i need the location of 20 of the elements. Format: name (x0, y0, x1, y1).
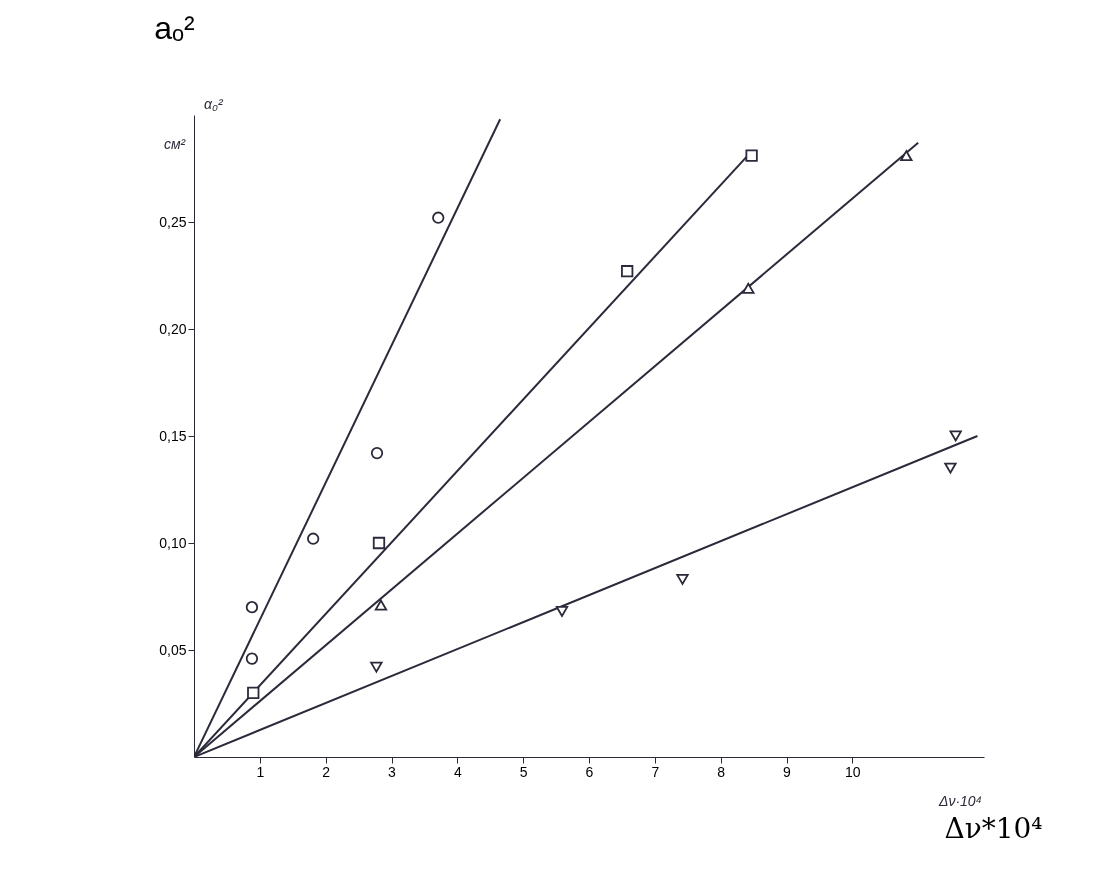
x-tick-label: 2 (322, 763, 331, 780)
x-tick-label: 9 (783, 763, 792, 780)
x-tick-label: 1 (256, 763, 265, 780)
x-tick-label: 3 (388, 763, 397, 780)
y-tick-label: 0,20 (159, 320, 187, 337)
text: α₀² (204, 96, 224, 112)
y-tick-label: 0,15 (159, 427, 187, 444)
text: Δν·10⁴ (938, 793, 982, 809)
x-tick-label: 6 (585, 763, 594, 780)
x-axis-title: Δν*10⁴ (944, 811, 1043, 845)
x-tick-label: 7 (651, 763, 660, 780)
y-axis-title: aₒ² (154, 9, 196, 46)
x-tick-label: 10 (845, 763, 861, 780)
x-tick-label: 4 (453, 763, 462, 780)
y-tick-label: 0,25 (159, 213, 187, 230)
y-tick-label: 0,10 (159, 534, 187, 551)
y-tick-label: 0,05 (159, 641, 187, 658)
x-tick-label: 5 (519, 763, 528, 780)
text: см² (164, 136, 187, 152)
x-tick-label: 8 (717, 763, 726, 780)
